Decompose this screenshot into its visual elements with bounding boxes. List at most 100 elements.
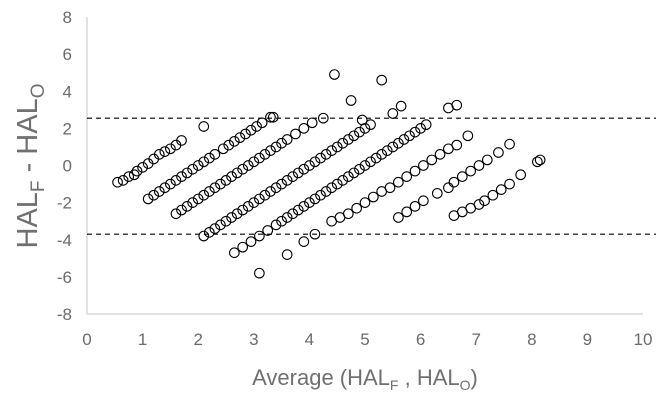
data-point — [254, 267, 265, 279]
x-tick-labels: 0 1 2 3 4 5 6 7 8 9 10 — [82, 330, 652, 349]
data-point — [170, 175, 182, 186]
data-point — [367, 191, 379, 203]
data-point — [331, 141, 343, 153]
data-point — [267, 111, 279, 123]
data-point — [198, 189, 210, 201]
x-axis-title-sub1: F — [390, 377, 399, 393]
data-point — [320, 149, 332, 160]
data-point — [298, 163, 310, 175]
y-axis-title: HALF - HALO — [12, 84, 49, 249]
x-tick-label: 7 — [471, 330, 480, 349]
data-point — [354, 163, 365, 175]
data-point — [231, 208, 243, 220]
data-point — [426, 154, 438, 166]
data-point — [495, 184, 507, 195]
data-point — [153, 186, 165, 197]
data-point — [465, 165, 476, 177]
data-point — [309, 193, 321, 205]
data-point — [234, 132, 246, 144]
data-point — [304, 160, 315, 171]
data-point — [265, 145, 276, 156]
data-point — [245, 236, 257, 247]
x-tick-label: 9 — [583, 330, 592, 349]
data-point — [320, 186, 332, 197]
data-point — [387, 108, 399, 119]
data-point — [270, 219, 282, 231]
data-point — [342, 171, 354, 182]
data-point — [359, 197, 371, 208]
data-point — [248, 197, 260, 208]
data-point — [290, 128, 301, 140]
data-point — [262, 225, 274, 236]
data-point — [292, 167, 304, 179]
data-point — [198, 156, 210, 168]
data-point — [387, 141, 399, 153]
data-point — [112, 176, 123, 188]
data-point — [434, 149, 446, 160]
data-point — [304, 197, 315, 208]
data-point — [117, 175, 129, 186]
data-point — [203, 226, 215, 238]
data-point — [251, 121, 262, 132]
limits-of-agreement — [87, 117, 656, 235]
y-tick-label: -4 — [57, 231, 72, 250]
data-point — [365, 119, 376, 131]
data-point — [306, 117, 318, 129]
data-point — [242, 200, 254, 212]
data-point — [276, 137, 287, 149]
data-point — [203, 186, 215, 197]
data-point — [228, 136, 240, 147]
data-point — [354, 126, 365, 138]
data-point — [398, 134, 410, 145]
data-point — [456, 171, 468, 182]
data-point — [176, 171, 187, 182]
data-point — [270, 141, 282, 153]
data-point — [515, 169, 527, 181]
x-axis: 0 1 2 3 4 5 6 7 8 9 10 — [82, 313, 652, 349]
data-point — [342, 208, 354, 220]
data-point — [365, 156, 376, 168]
data-point — [176, 204, 187, 216]
data-point — [448, 176, 460, 188]
y-tick-label: 0 — [63, 157, 72, 176]
data-point — [237, 204, 249, 216]
y-tick-label: -8 — [57, 305, 72, 324]
data-point — [165, 178, 176, 190]
data-point — [228, 247, 240, 259]
data-point — [187, 163, 198, 175]
data-point — [281, 134, 293, 145]
x-tick-label: 2 — [193, 330, 202, 349]
data-point — [384, 182, 396, 194]
data-point — [242, 160, 254, 171]
data-point — [281, 175, 293, 186]
data-point — [176, 135, 187, 146]
data-point — [165, 143, 176, 155]
data-point — [192, 193, 204, 205]
data-point — [220, 175, 232, 186]
data-point — [331, 178, 343, 190]
data-point — [345, 95, 357, 106]
data-point — [287, 171, 299, 182]
data-point — [473, 199, 485, 210]
y-tick-labels: 8 6 4 2 0 -2 -4 -6 -8 — [57, 8, 72, 324]
data-point — [270, 182, 282, 194]
y-axis-title-mid: - HAL — [12, 98, 44, 180]
data-point — [265, 186, 276, 197]
data-point — [487, 189, 499, 201]
data-point — [137, 162, 148, 173]
data-point — [215, 178, 226, 190]
data-point — [237, 163, 249, 175]
data-point — [370, 152, 382, 164]
data-point — [181, 167, 193, 179]
data-point — [209, 149, 221, 160]
data-point — [473, 160, 485, 171]
data-point — [404, 130, 415, 142]
data-point — [401, 206, 413, 218]
data-point — [348, 130, 360, 142]
data-point — [393, 212, 404, 223]
x-tick-label: 6 — [416, 330, 425, 349]
data-point — [420, 119, 432, 131]
y-tick-label: -2 — [57, 194, 72, 213]
y-axis: 8 6 4 2 0 -2 -4 -6 -8 — [57, 8, 88, 324]
